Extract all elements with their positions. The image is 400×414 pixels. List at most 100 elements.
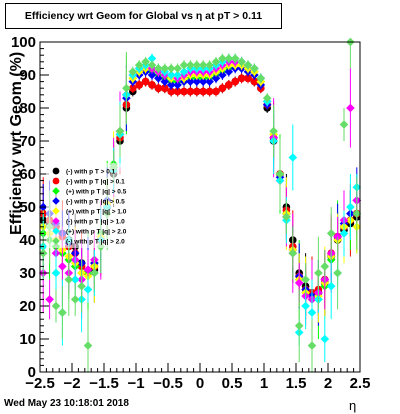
data-point	[198, 60, 208, 70]
data-point	[307, 308, 317, 317]
data-point	[352, 209, 362, 218]
footer-date: Wed May 23 10:18:01 2018	[4, 398, 129, 409]
data-point	[307, 341, 317, 350]
data-point	[147, 60, 157, 70]
data-point	[154, 74, 163, 83]
data-point	[83, 341, 93, 350]
data-point	[154, 84, 163, 92]
data-point	[199, 87, 207, 96]
data-point	[250, 64, 259, 73]
data-point	[275, 169, 285, 179]
data-point	[166, 70, 176, 80]
x-tick-label: −1	[127, 375, 144, 392]
data-point	[45, 295, 54, 304]
data-point	[64, 275, 74, 284]
y-tick-label: 20	[19, 298, 36, 315]
data-point	[243, 60, 253, 70]
x-tick-label: 2.5	[350, 375, 371, 392]
data-point	[135, 81, 143, 89]
data-point	[237, 74, 246, 83]
y-tick-label: 50	[19, 199, 36, 216]
data-point	[186, 87, 195, 96]
data-point	[186, 60, 195, 70]
data-point	[173, 80, 182, 90]
data-point	[326, 281, 336, 291]
x-tick-label: −2	[63, 375, 80, 392]
y-tick-label: 60	[19, 166, 36, 183]
data-point	[333, 268, 342, 278]
data-point	[179, 67, 189, 76]
data-point	[77, 281, 86, 291]
data-point	[179, 60, 189, 70]
legend-marker	[52, 207, 60, 215]
x-axis-label: η	[349, 398, 357, 413]
data-point	[224, 67, 234, 76]
data-point	[211, 57, 221, 67]
data-point	[141, 57, 150, 67]
data-point	[51, 268, 61, 278]
data-point	[51, 301, 61, 311]
data-point	[147, 70, 157, 80]
data-point	[70, 295, 80, 304]
data-point	[173, 64, 182, 73]
data-point	[173, 70, 182, 80]
data-point	[115, 126, 125, 136]
data-point	[301, 275, 310, 284]
x-tick-label: −0.5	[153, 375, 183, 392]
data-point	[326, 229, 336, 238]
data-point	[231, 77, 239, 86]
x-tick-label: 0	[196, 375, 204, 392]
data-point	[173, 87, 182, 96]
legend-label: (+) with p T |q| > 1.0	[66, 209, 127, 216]
legend-label: (+) with p T |q| > 2.0	[66, 229, 127, 236]
data-point	[294, 321, 304, 331]
data-point	[339, 120, 349, 129]
data-point	[90, 268, 99, 278]
legend-label: (-) with p T > 0.1	[66, 169, 116, 176]
x-tick-label: 0.5	[222, 375, 243, 392]
legend-marker	[52, 217, 60, 225]
legend-label: (-) with p T |q| > 0.1	[66, 179, 125, 186]
data-point	[262, 93, 272, 103]
y-tick-label: 80	[19, 100, 36, 117]
data-point	[288, 248, 298, 258]
data-point	[256, 74, 266, 83]
chart-title: Efficiency wrt Geom for Global vs η at p…	[5, 3, 282, 29]
data-point	[269, 126, 278, 136]
data-point	[211, 74, 221, 83]
x-tick-label: −1.5	[89, 375, 119, 392]
data-point	[166, 80, 176, 90]
legend-marker	[52, 237, 60, 245]
y-tick-label: 90	[19, 67, 36, 84]
data-point	[314, 268, 323, 278]
data-point	[294, 278, 304, 288]
data-point	[320, 262, 330, 271]
data-point	[166, 64, 176, 73]
y-tick-label: 40	[19, 232, 36, 249]
legend-label: (-) with p T |q| > 0.5	[66, 199, 125, 206]
data-point	[160, 77, 170, 86]
axis-ticks: −2.5 −2 −1.5 −1 −0.5 0 0.5 1 1.5 2 2.5 0 10 20 30 40 50 6…	[11, 34, 370, 392]
data-point	[224, 54, 234, 63]
y-tick-label: 100	[11, 34, 36, 51]
data-point	[147, 54, 157, 63]
data-point	[198, 77, 208, 86]
x-tick-label: 2	[324, 375, 332, 392]
data-point	[167, 87, 175, 96]
data-point	[160, 64, 170, 73]
data-point	[154, 64, 163, 73]
data-point	[301, 301, 310, 311]
data-point	[282, 212, 291, 222]
data-point	[148, 81, 156, 89]
data-point	[205, 87, 214, 96]
legend-label: (-) with p T |q| > 2.0	[66, 239, 125, 246]
data-point	[237, 57, 246, 67]
data-point	[218, 70, 227, 80]
data-point	[161, 84, 169, 92]
data-point	[129, 84, 137, 92]
data-marks	[38, 37, 362, 372]
data-point	[58, 262, 67, 271]
data-point	[83, 265, 93, 274]
data-point	[205, 77, 214, 86]
